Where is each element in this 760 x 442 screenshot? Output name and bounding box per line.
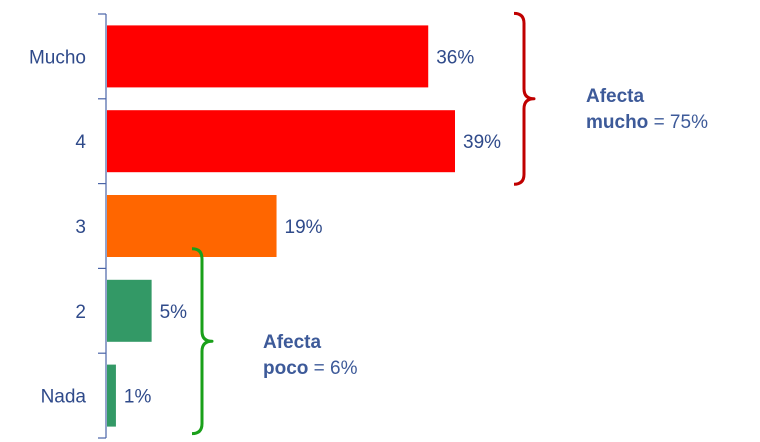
- bar-nada: [107, 364, 116, 427]
- value-label: 19%: [285, 217, 323, 238]
- annotation-afecta-poco: Afecta poco = 6%: [263, 330, 358, 382]
- value-label: 5%: [160, 302, 188, 323]
- bar-3: [107, 195, 277, 257]
- bracket-afecta-poco: [191, 247, 214, 436]
- bar-mucho: [107, 25, 429, 88]
- category-label: 3: [75, 217, 86, 238]
- value-label: 36%: [436, 47, 474, 68]
- bar-4: [107, 110, 455, 173]
- annotation-high-value: = 75%: [653, 112, 708, 133]
- category-label: 2: [75, 302, 86, 323]
- bracket-afecta-mucho: [513, 11, 536, 186]
- category-label: Mucho: [29, 47, 86, 68]
- annotation-afecta-mucho: Afecta mucho = 75%: [586, 84, 708, 136]
- bar-2: [107, 279, 152, 342]
- annotation-high-bold-1: Afecta mucho: [586, 86, 649, 133]
- value-label: 1%: [124, 387, 152, 408]
- category-label: Nada: [41, 387, 87, 408]
- annotation-low-value: = 6%: [313, 358, 358, 379]
- category-label: 4: [75, 132, 86, 153]
- value-label: 39%: [463, 132, 501, 153]
- annotation-low-bold: Afecta poco: [263, 332, 322, 379]
